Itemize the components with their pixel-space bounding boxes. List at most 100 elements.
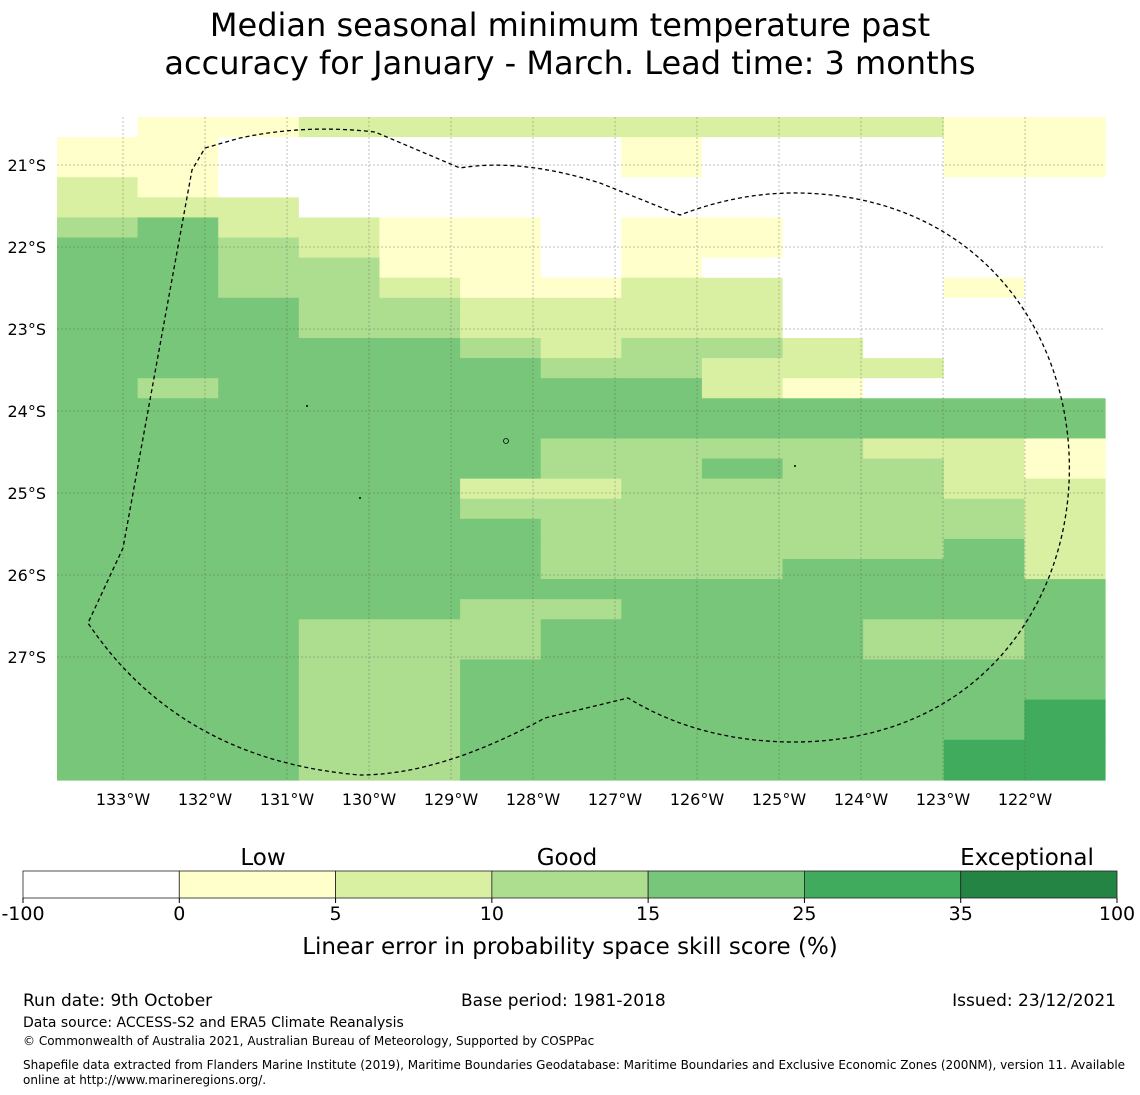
grid-cell bbox=[137, 619, 219, 640]
grid-cell bbox=[621, 117, 703, 138]
grid-cell bbox=[379, 358, 461, 379]
grid-cell bbox=[943, 257, 1025, 279]
graticule bbox=[57, 117, 1105, 780]
grid-cell bbox=[57, 619, 139, 640]
grid-cell bbox=[540, 538, 622, 560]
grid-cell bbox=[460, 659, 542, 681]
grid-cell bbox=[460, 237, 542, 259]
latitude-label: 26°S bbox=[7, 566, 46, 585]
grid-cell bbox=[540, 559, 622, 580]
grid-cell bbox=[701, 217, 784, 239]
grid-cell bbox=[782, 639, 864, 661]
grid-cell bbox=[137, 659, 219, 681]
grid-cell bbox=[298, 438, 381, 460]
grid-cell bbox=[379, 538, 461, 560]
grid-cell bbox=[460, 498, 542, 520]
grid-cell bbox=[1024, 237, 1106, 259]
grid-cell bbox=[460, 599, 542, 620]
latitude-label: 23°S bbox=[7, 320, 46, 339]
grid-cell bbox=[460, 699, 542, 721]
grid-cell bbox=[218, 639, 300, 661]
grid-cell bbox=[782, 317, 864, 339]
grid-cell bbox=[379, 458, 461, 480]
grid-cell bbox=[943, 197, 1025, 219]
grid-cell bbox=[863, 398, 945, 419]
grid-cell bbox=[621, 398, 703, 419]
grid-cell bbox=[137, 197, 219, 219]
grid-cell bbox=[782, 579, 864, 600]
grid-cell bbox=[57, 659, 139, 681]
grid-cell bbox=[460, 398, 542, 419]
grid-cell bbox=[1024, 378, 1106, 399]
grid-cell bbox=[460, 137, 542, 158]
grid-cell bbox=[782, 418, 864, 440]
grid-cell bbox=[621, 659, 703, 681]
grid-cell bbox=[379, 338, 461, 359]
grid-cell bbox=[943, 438, 1025, 460]
grid-cell bbox=[379, 699, 461, 721]
grid-cell bbox=[218, 137, 300, 158]
grid-cell bbox=[379, 277, 461, 299]
grid-cell bbox=[701, 518, 784, 540]
grid-cell bbox=[540, 518, 622, 540]
grid-cell bbox=[863, 177, 945, 198]
grid-cell bbox=[218, 458, 300, 480]
grid-cell bbox=[460, 317, 542, 339]
grid-cell bbox=[701, 699, 784, 721]
grid-cell bbox=[460, 639, 542, 661]
grid-cell bbox=[540, 719, 622, 741]
grid-cell bbox=[621, 418, 703, 440]
grid-cell bbox=[298, 699, 381, 721]
grid-cell bbox=[460, 458, 542, 480]
grid-cell bbox=[57, 699, 139, 721]
grid-cell bbox=[621, 619, 703, 640]
base-period: Base period: 1981-2018 bbox=[461, 991, 666, 1011]
title-line-1: Median seasonal minimum temperature past bbox=[209, 6, 931, 44]
grid-cell bbox=[701, 297, 784, 319]
grid-cell bbox=[137, 559, 219, 580]
grid-cell bbox=[863, 559, 945, 580]
grid-cell bbox=[460, 679, 542, 701]
grid-cell bbox=[943, 699, 1025, 721]
grid-cell bbox=[57, 217, 139, 239]
grid-cell bbox=[540, 117, 622, 138]
longitude-label: 124°W bbox=[834, 790, 889, 809]
colorbar-swatch bbox=[22, 870, 180, 899]
grid-cell bbox=[540, 599, 622, 620]
grid-cell bbox=[298, 117, 381, 138]
latitude-label: 25°S bbox=[7, 484, 46, 503]
longitude-label: 125°W bbox=[752, 790, 807, 809]
grid-cell bbox=[943, 358, 1025, 379]
grid-cell bbox=[379, 197, 461, 219]
grid-cell bbox=[218, 659, 300, 681]
grid-cell bbox=[57, 418, 139, 440]
grid-cell bbox=[298, 398, 381, 419]
grid-cell bbox=[218, 277, 300, 299]
grid-cell bbox=[943, 297, 1025, 319]
grid-cell bbox=[540, 237, 622, 259]
grid-cell bbox=[701, 478, 784, 500]
grid-cell bbox=[621, 559, 703, 580]
grid-cell bbox=[1024, 418, 1106, 440]
grid-cell bbox=[379, 317, 461, 339]
grid-cell bbox=[460, 257, 542, 279]
grid-cell bbox=[218, 739, 300, 761]
grid-cell bbox=[1024, 538, 1106, 560]
grid-cell bbox=[943, 378, 1025, 399]
grid-cell bbox=[218, 438, 300, 460]
grid-cell bbox=[701, 378, 784, 399]
colorbar-swatch bbox=[960, 870, 1118, 899]
grid-cell bbox=[137, 257, 219, 279]
colorbar-swatch bbox=[491, 870, 649, 899]
latitude-label: 21°S bbox=[7, 156, 46, 175]
grid-cell bbox=[460, 117, 542, 138]
grid-cell bbox=[218, 358, 300, 379]
grid-cell bbox=[57, 679, 139, 701]
grid-cell bbox=[57, 579, 139, 600]
grid-cell bbox=[943, 518, 1025, 540]
grid-cell bbox=[621, 759, 703, 781]
grid-cell bbox=[57, 297, 139, 319]
grid-cell bbox=[1024, 478, 1106, 500]
grid-cell bbox=[379, 518, 461, 540]
grid-cell bbox=[863, 719, 945, 741]
